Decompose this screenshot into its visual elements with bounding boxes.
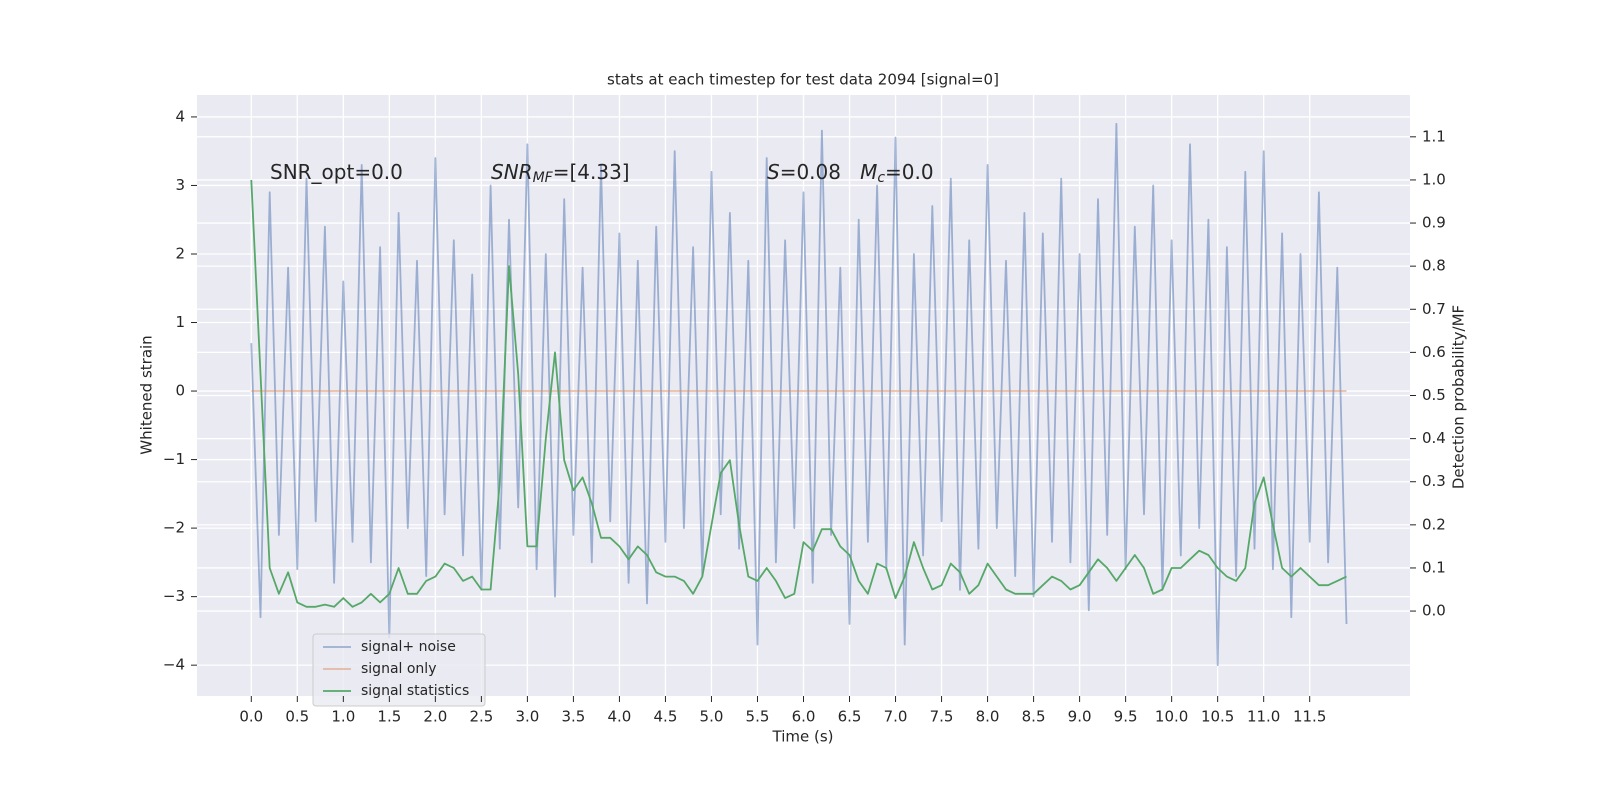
y-tick-label: 1	[175, 313, 185, 331]
annotation-text: SNR	[491, 160, 533, 184]
x-tick-label: 5.0	[700, 708, 724, 726]
x-tick-label: 1.0	[331, 708, 355, 726]
x-tick-label: 6.5	[838, 708, 862, 726]
annotation-text: M	[860, 160, 877, 184]
x-tick-label: 2.5	[469, 708, 493, 726]
annotation-text: =[4.33]	[553, 160, 630, 184]
x-tick-label: 4.5	[654, 708, 678, 726]
legend-label: signal+ noise	[361, 639, 456, 655]
y2-tick-label: 1.0	[1422, 170, 1446, 188]
y-tick-label: −1	[163, 450, 185, 468]
x-tick-label: 11.0	[1247, 708, 1280, 726]
y-tick-label: −4	[163, 656, 185, 674]
annotation: SNRMF=[4.33]	[491, 160, 630, 187]
annotation-text: =0.08	[780, 160, 860, 184]
x-axis-label: Time (s)	[772, 728, 834, 746]
x-tick-label: 11.5	[1293, 708, 1326, 726]
y2-tick-label: 0.6	[1422, 343, 1446, 361]
annotation-text: SNR_opt=0.0	[270, 160, 403, 184]
x-tick-label: 1.5	[377, 708, 401, 726]
y-tick-label: 3	[175, 176, 185, 194]
x-tick-label: 7.5	[930, 708, 954, 726]
x-tick-label: 7.0	[884, 708, 908, 726]
x-tick-label: 3.5	[561, 708, 585, 726]
legend-label: signal statistics	[361, 683, 469, 699]
y2-tick-label: 0.7	[1422, 300, 1446, 318]
y-tick-label: 4	[175, 107, 185, 125]
x-tick-label: 0.0	[239, 708, 263, 726]
annotation-subscript: c	[877, 170, 885, 186]
y2-tick-label: 1.1	[1422, 127, 1446, 145]
legend-box	[312, 633, 486, 707]
series-line	[250, 122, 1348, 667]
y2-tick-label: 0.9	[1422, 214, 1446, 232]
annotation-text: S	[767, 160, 780, 184]
x-tick-label: 8.5	[1022, 708, 1046, 726]
x-tick-label: 2.0	[423, 708, 447, 726]
annotation-subscript: MF	[533, 170, 554, 186]
y-tick-label: 2	[175, 244, 185, 262]
x-tick-label: 10.0	[1155, 708, 1188, 726]
y2-tick-label: 0.2	[1422, 515, 1446, 533]
y2-tick-label: 0.3	[1422, 472, 1446, 490]
annotation: SNR_opt=0.0	[270, 160, 403, 184]
y2-tick-label: 0.1	[1422, 558, 1446, 576]
annotation-text: =0.0	[885, 160, 934, 184]
y2-axis-label: Detection probability/MF	[1450, 305, 1468, 489]
legend-label: signal only	[361, 661, 436, 677]
annotation: S=0.08 Mc=0.0	[767, 160, 934, 187]
x-tick-label: 3.0	[515, 708, 539, 726]
x-tick-label: 9.5	[1114, 708, 1138, 726]
y-tick-label: −2	[163, 519, 185, 537]
x-tick-label: 8.0	[976, 708, 1000, 726]
x-tick-label: 4.0	[608, 708, 632, 726]
y-axis-label: Whitened strain	[138, 335, 156, 454]
x-tick-label: 10.5	[1201, 708, 1234, 726]
y2-tick-label: 0.8	[1422, 257, 1446, 275]
y2-tick-label: 0.4	[1422, 429, 1446, 447]
x-tick-label: 0.5	[285, 708, 309, 726]
chart-title: stats at each timestep for test data 209…	[607, 71, 999, 89]
x-tick-label: 9.0	[1068, 708, 1092, 726]
series-line	[250, 179, 1347, 608]
y2-tick-label: 0.0	[1422, 602, 1446, 620]
x-tick-label: 6.0	[792, 708, 816, 726]
x-tick-label: 5.5	[746, 708, 770, 726]
y-tick-label: −3	[163, 587, 185, 605]
y-tick-label: 0	[175, 382, 185, 400]
y2-tick-label: 0.5	[1422, 386, 1446, 404]
